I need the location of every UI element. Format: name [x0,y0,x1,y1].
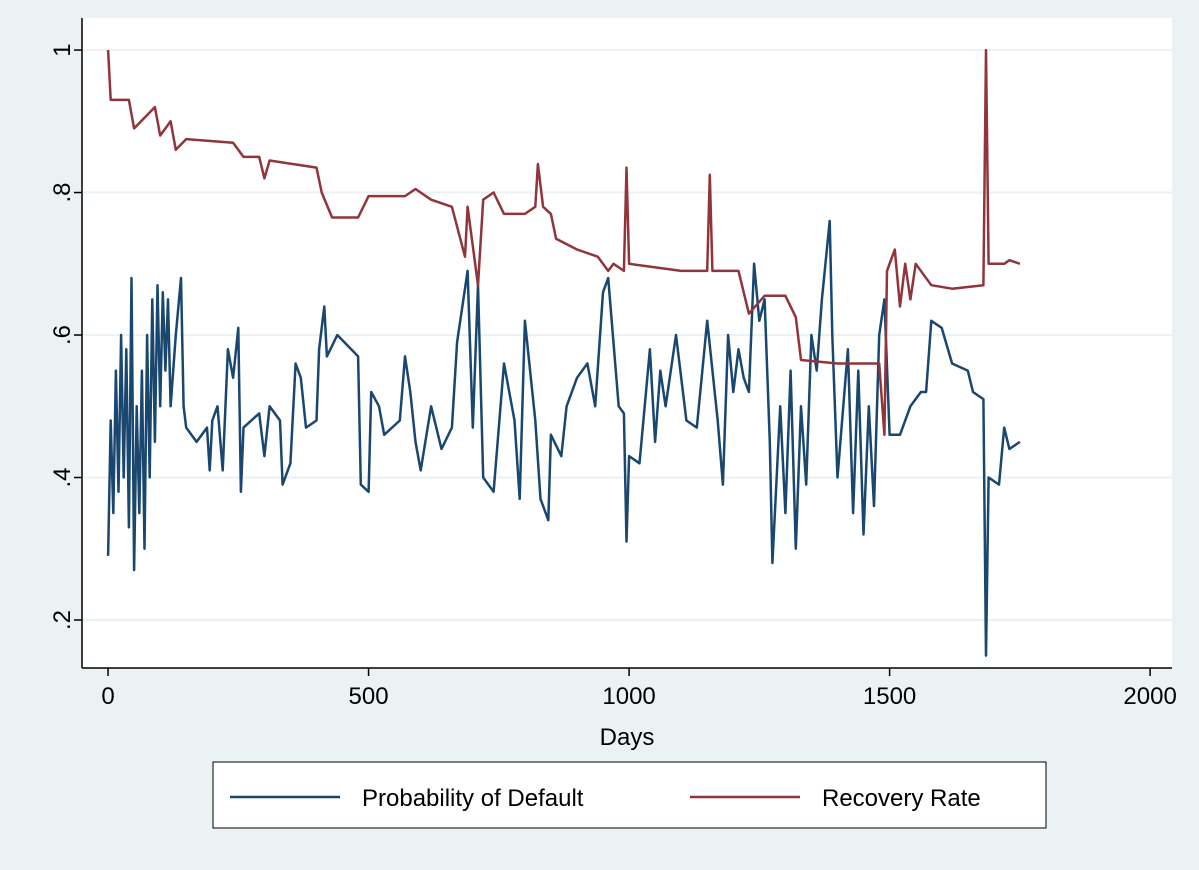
line-series [106,48,1021,437]
x-tick-label: 1500 [863,683,916,710]
legend-label: Recovery Rate [822,785,981,812]
y-tick-label: 1 [49,43,76,56]
y-tick-label: .4 [49,467,76,487]
line-series [106,219,1021,657]
x-tick-label: 1000 [602,683,655,710]
x-tick-label: 500 [349,683,389,710]
x-axis-title: Days [600,724,655,751]
x-tick-label: 0 [101,683,114,710]
x-tick-label: 2000 [1123,683,1176,710]
y-tick-label: .2 [49,610,76,630]
y-tick-label: .6 [49,325,76,345]
plot-area [82,18,1172,668]
legend-box [212,761,1047,829]
y-tick-label: .8 [49,183,76,203]
legend-label: Probability of Default [362,785,584,812]
